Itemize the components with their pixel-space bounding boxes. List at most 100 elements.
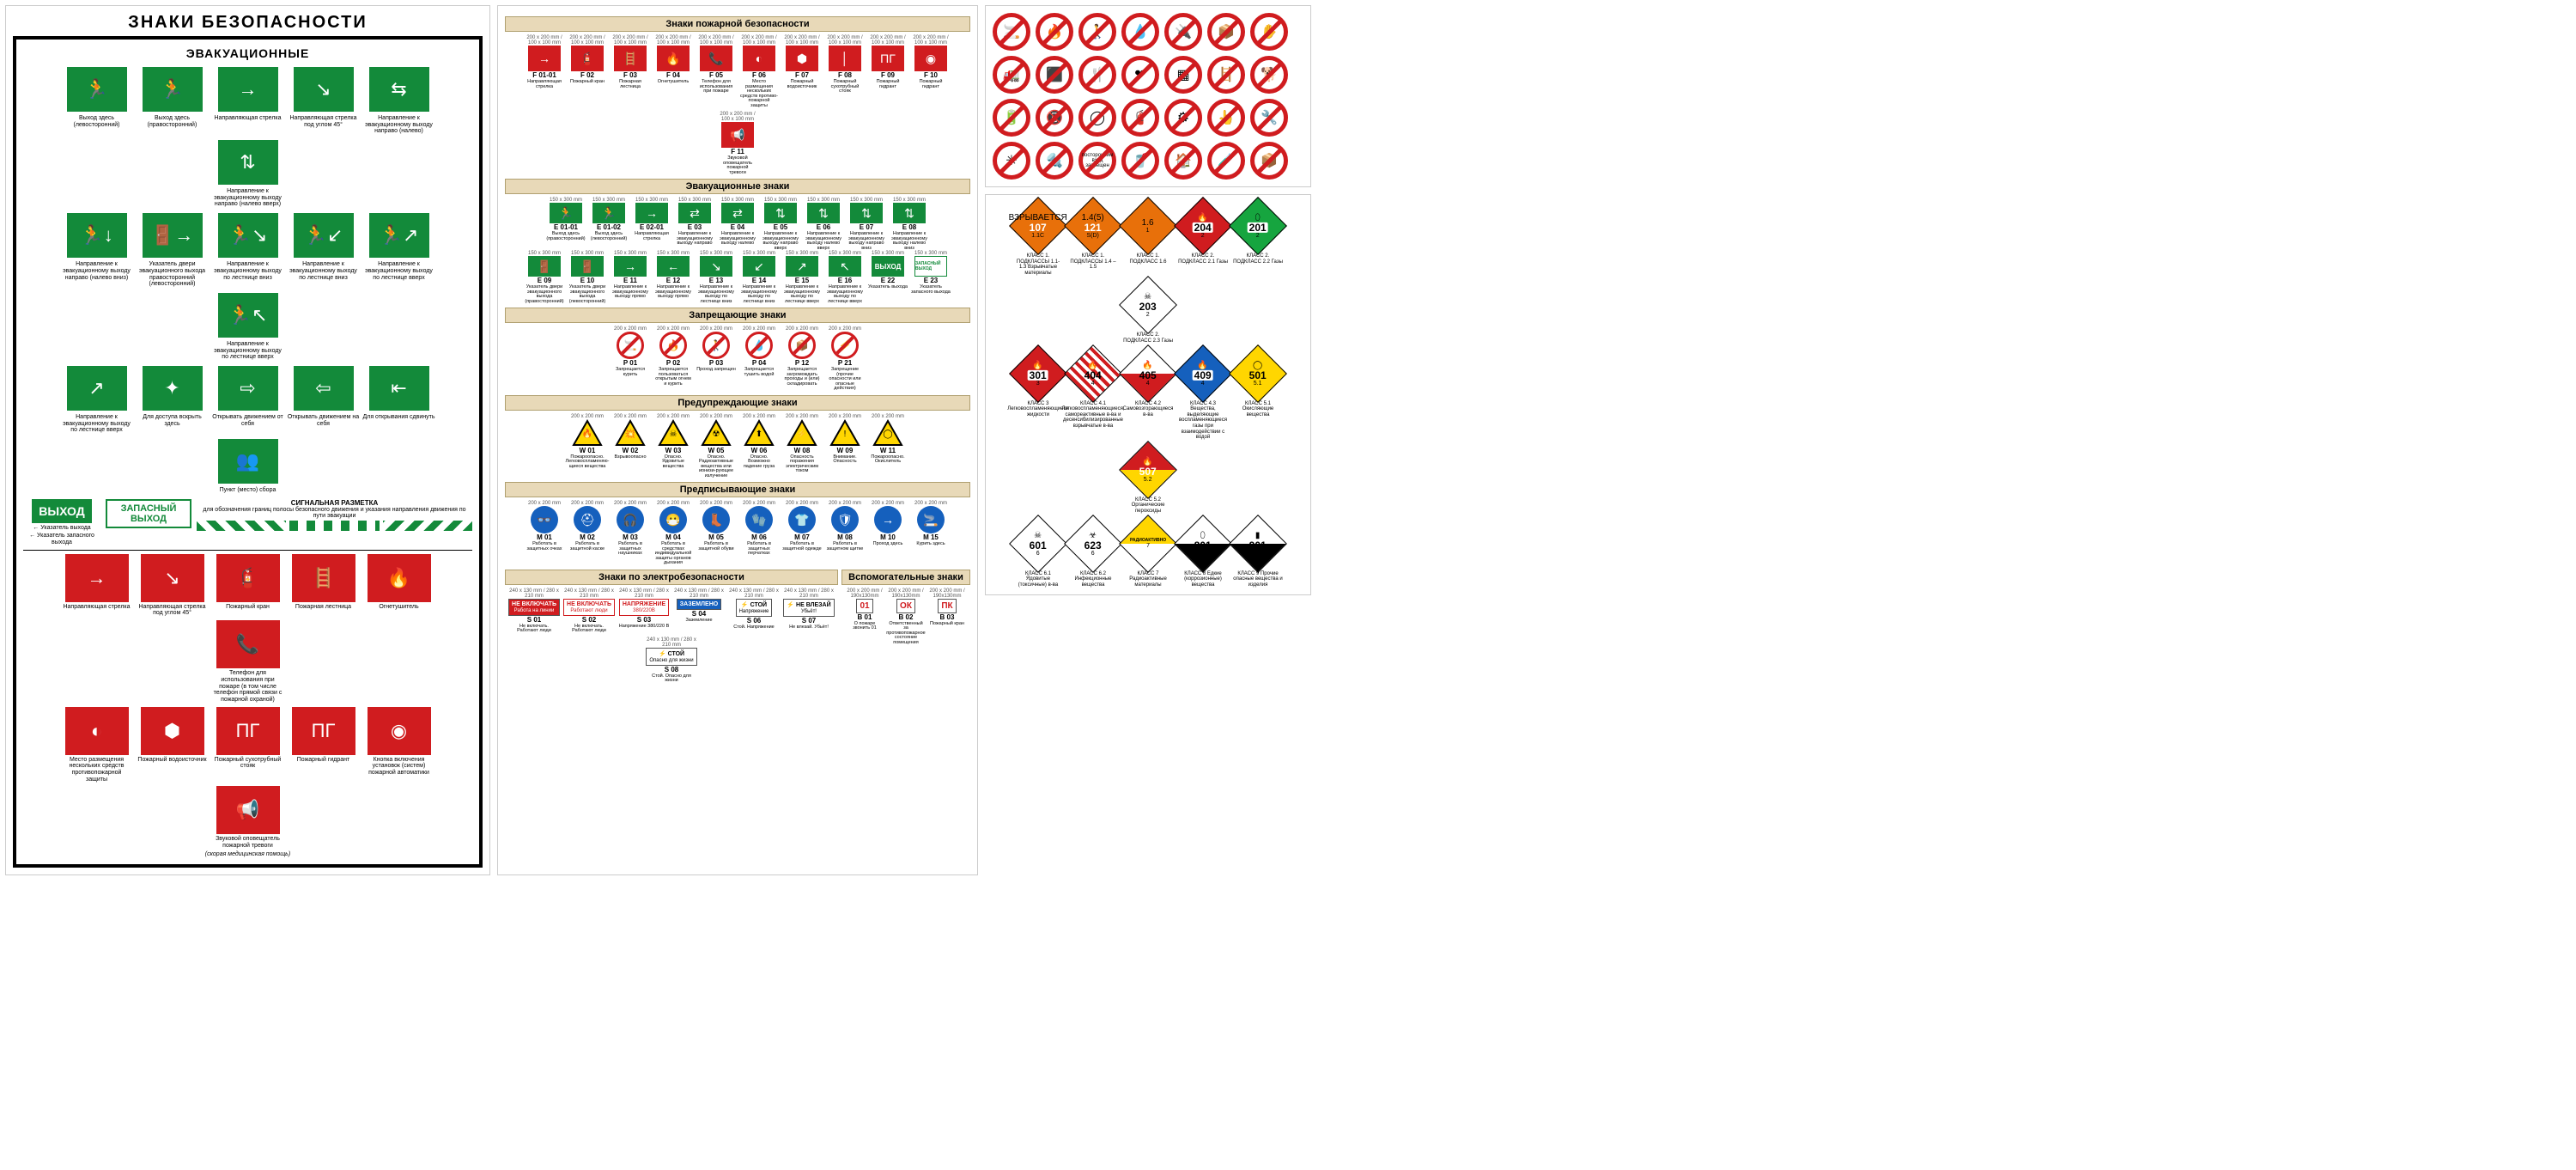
sign-box: 🏃 (141, 65, 204, 113)
sign-cell: 240 x 130 mm / 280 x 210 mm⚡ НЕ ВЛЕЗАЙУб… (783, 588, 835, 634)
hazard-cell: РАДИОАКТИВНО7КЛАСС 7 Радиоактивные матер… (1123, 520, 1173, 588)
sign-cell: 200 x 200 mm👕M 07Работать в защитной оде… (782, 501, 822, 566)
sign-label: Огнетушитель (379, 604, 418, 611)
sign-shape: → (874, 506, 902, 533)
sign-cell: 200 x 200 mm⚡P 21Запрещение (прочие опас… (825, 326, 865, 392)
sign-code: E 06 (817, 223, 830, 231)
sign-code: F 09 (881, 71, 895, 79)
sign-cell: 200 x 200 mm🚬P 01Запрещается курить (611, 326, 650, 392)
sign-code: E 10 (580, 277, 594, 284)
sign-icon: ⇅ (240, 151, 255, 174)
sign-label: Направление к эвакуационному выходу нале… (890, 232, 929, 251)
divider (23, 550, 472, 551)
sign-shape: ⇅ (893, 203, 926, 223)
sign-shape: 📞 (700, 46, 732, 71)
sign-label: Для доступа вскрыть здесь (137, 414, 209, 427)
sign-label: Направление к эвакуационному выходу по л… (363, 261, 435, 281)
sign-code: E 13 (709, 277, 723, 284)
sign-box: 👥 (216, 437, 280, 485)
electro-tag: ⚡ НЕ ВЛЕЗАЙУбьёт! (783, 599, 834, 617)
sign-label: Пожарный гидрант (911, 80, 951, 89)
sign-box: ⇨ (216, 364, 280, 412)
sign-icon: ↗ (88, 377, 104, 399)
sign-icon: ↘ (164, 567, 179, 589)
sign-label: Огнетушитель (658, 80, 689, 85)
section-title: Эвакуационные знаки (505, 179, 970, 194)
sign-label: Пожарный кран (570, 80, 605, 85)
panel-prohibition-circles: 🚬🔥🚶💧🔌📦✋🚛⬛🍴❤▦🪜🐕🔋📵◯🧯⚙👆🔧✳🔩посторонним вход … (985, 5, 1311, 187)
sign-cell: 200 x 200 mm / 100 x 100 mm◐F 06Место ра… (739, 35, 779, 108)
sign-box: 📢 (216, 786, 280, 834)
sign-cell: 200 x 200 mm☢W 05Опасно. Радиоактивные в… (696, 414, 736, 479)
hazard-cell: 🔥4054КЛАСС 4.2 Самовозгорающиеся в-ва (1123, 350, 1173, 441)
section-title: Вспомогательные знаки (841, 570, 970, 585)
sign-code: W 08 (794, 447, 811, 454)
sign-box: ⇆ (368, 65, 431, 113)
sign-label: Указатель двери эвакуационного выхода (л… (568, 285, 607, 304)
sign-label: Курить здесь (916, 542, 945, 547)
sign-shape: ПГ (872, 46, 904, 71)
sign-cell: 240 x 130 mm / 280 x 210 mmЗАЗЕМЛЕНОS 04… (673, 588, 725, 634)
sign-code: F 05 (709, 71, 723, 79)
hazard-label: КЛАСС 2. ПОДКЛАСС 2.2 Газы (1233, 253, 1283, 265)
sign-cell: ↘Направляющая стрелка под углом 45° (288, 65, 360, 135)
sign-label: Открывать движением от себя (212, 414, 284, 427)
spare-caption: Указатель запасного выхода (37, 533, 94, 545)
sign-cell: 📢Звуковой оповещатель пожарной тревоги (212, 786, 284, 849)
hazard-cell: ▮9019КЛАСС 9 Прочие опасные вещества и и… (1233, 520, 1283, 588)
hazard-cell: 🔥5075.2КЛАСС 5.2 Органические пероксиды (1123, 446, 1173, 515)
prohibition-sign: ✳ (993, 142, 1030, 180)
prohibition-sign: 📵 (1036, 99, 1073, 137)
sign-cell: 200 x 200 mm🔥P 02Запрещается пользоватьс… (653, 326, 693, 392)
sign-cell: 📞Телефон для использования при пожаре (в… (212, 620, 284, 703)
sign-cell: 👥Пункт (место) сбора (212, 437, 284, 494)
prohibition-icon: ⬛ (1046, 66, 1063, 83)
prohibition-icon: 🔌 (1175, 23, 1192, 40)
sign-icon: ПГ (236, 720, 260, 742)
sign-label: Опасность поражения электрическим током (782, 455, 822, 474)
sign-label: Направляющая стрелка под углом 45° (288, 115, 360, 128)
sign-shape: 🧯 (571, 46, 604, 71)
prohibition-icon: 🪜 (1218, 66, 1235, 83)
aux-tag: ОК (896, 599, 915, 613)
sign-box: ◐ (65, 707, 129, 755)
sign-label: Пожарный водоисточник (782, 80, 822, 89)
sign-cell: 200 x 200 mm👓M 01Работать в защитных очк… (525, 501, 564, 566)
sign-shape: ◯ (872, 419, 903, 447)
prohibition-icon: ❤ (1134, 66, 1145, 83)
sign-code: W 03 (665, 447, 682, 454)
sign-icon: 🏃↓ (80, 224, 112, 247)
sign-shape: 💧 (745, 332, 773, 359)
sign-icon: 🏃 (161, 78, 184, 101)
prohibition-sign: ▦ (1164, 56, 1202, 94)
sign-shape: ! (829, 419, 860, 447)
sign-grid: 200 x 200 mm👓M 01Работать в защитных очк… (505, 501, 970, 566)
hazard-diamond: 🔥4044 (1064, 344, 1122, 403)
sign-label: Телефон для использования при пожаре (в … (212, 670, 284, 703)
sign-label: Пожарный кран (226, 604, 270, 611)
section-title: Предупреждающие знаки (505, 395, 970, 411)
med-note: (скорая медицинская помощь) (23, 851, 472, 858)
sign-label: Пожарная лестница (611, 80, 650, 89)
sign-cell: 150 x 300 mm🏃E 01-01Выход здесь (правост… (546, 198, 586, 251)
sign-shape: ⇄ (678, 203, 711, 223)
hazard-label: КЛАСС 6.2 Инфекционные вещества (1068, 571, 1118, 588)
sign-icon: ⇦ (315, 377, 331, 399)
prohibition-icon: ✋ (1261, 23, 1278, 40)
sign-label: Запрещается загромождать проходы и (или)… (782, 368, 822, 387)
dim-label: 200 x 200 mm / 100 x 100 mm (718, 112, 757, 122)
sign-label: Работать в защитной одежде (782, 542, 822, 551)
sign-label: Пожарный сухотрубный стояк (212, 757, 284, 770)
sign-cell: 150 x 300 mm↖E 16Направление к эвакуацио… (825, 251, 865, 304)
sign-shape: 👢 (702, 506, 730, 533)
hazard-diamond: ☠6016 (1009, 515, 1067, 573)
sign-code: P 01 (623, 359, 637, 367)
sign-label: Работать в средствах индивидуальной защи… (653, 542, 693, 566)
prohibition-icon: 💧 (1132, 23, 1149, 40)
sign-code: M 08 (837, 533, 853, 541)
sign-label: Направление к эвакуационному выходу по л… (212, 261, 284, 281)
sign-label: Проход запрещен (696, 368, 736, 373)
sign-label: Работать в защитной обуви (696, 542, 736, 551)
sign-label: Направление к эвакуационному выходу по л… (212, 341, 284, 361)
sign-cell: 🏃Выход здесь (левосторонний) (61, 65, 133, 135)
